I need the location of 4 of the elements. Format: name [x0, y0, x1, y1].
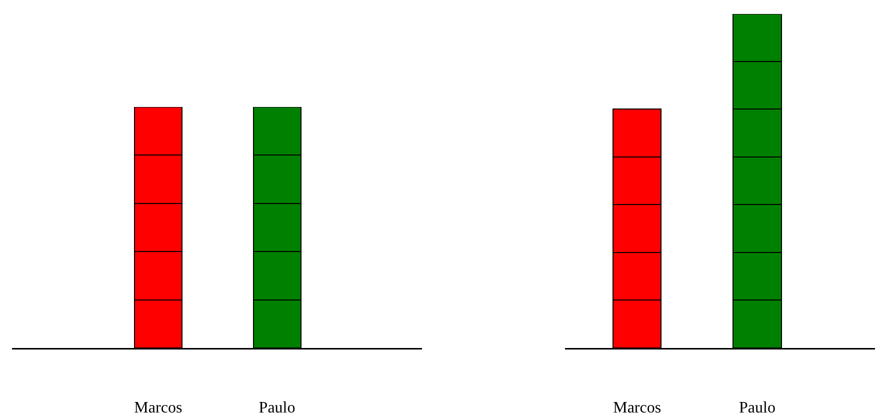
x-tick-label: Marcos — [613, 400, 662, 417]
x-tick-label: Paulo — [258, 400, 296, 417]
x-tick-label: Paulo — [739, 400, 776, 417]
x-tick-label: Marcos — [134, 400, 182, 417]
